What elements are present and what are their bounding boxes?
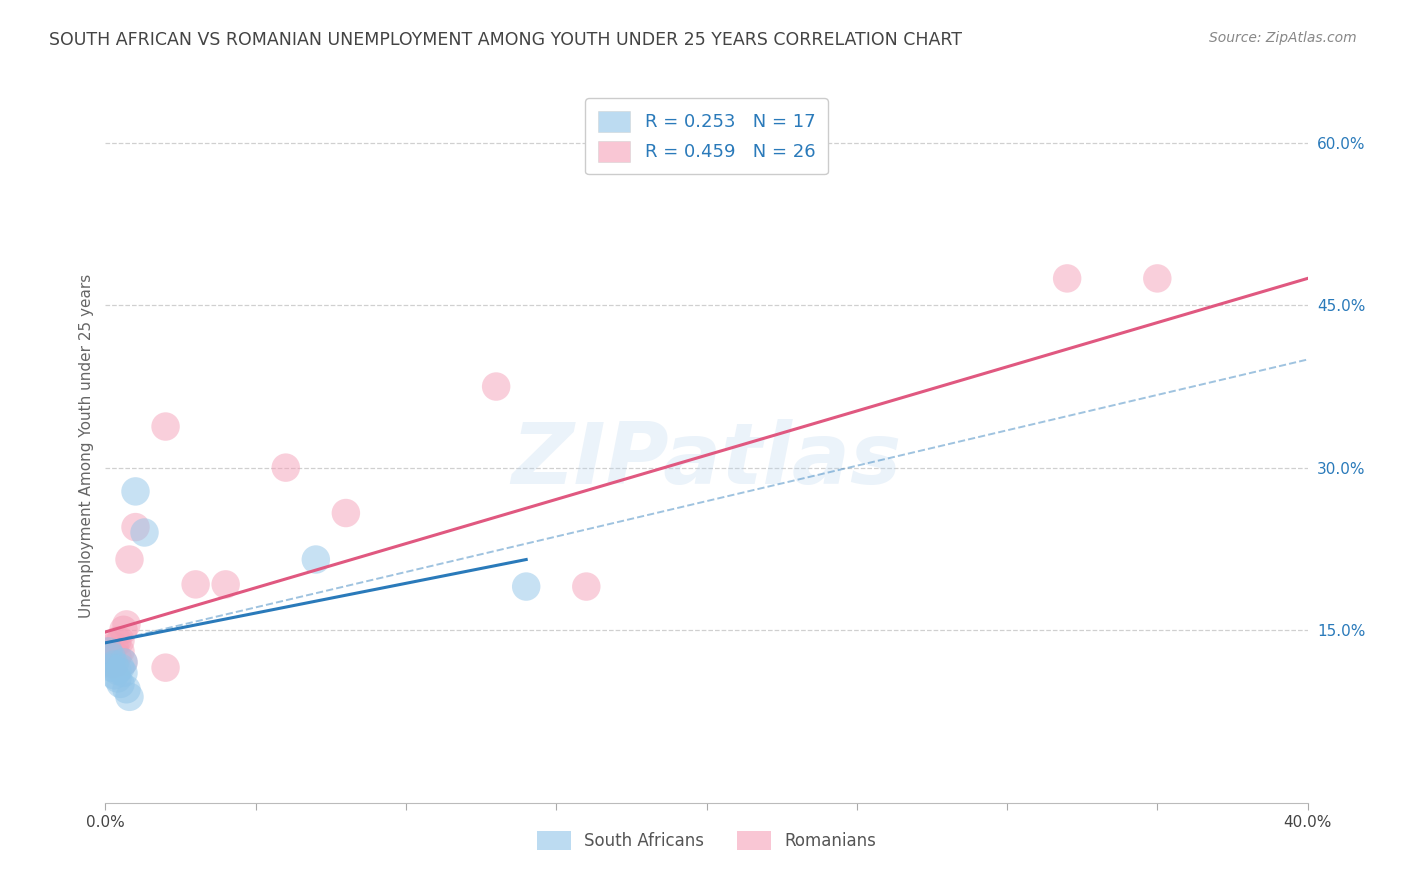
Point	[155, 660, 177, 674]
Point	[100, 657, 122, 672]
Point	[124, 484, 146, 499]
Point	[103, 657, 125, 672]
Point	[110, 644, 132, 658]
Point	[107, 649, 129, 664]
Point	[110, 660, 132, 674]
Point	[575, 580, 598, 594]
Legend: South Africans, Romanians: South Africans, Romanians	[529, 822, 884, 859]
Point	[100, 649, 122, 664]
Point	[100, 649, 122, 664]
Point	[110, 633, 132, 648]
Point	[97, 644, 120, 658]
Point	[107, 672, 129, 686]
Text: ZIPatlas: ZIPatlas	[512, 418, 901, 502]
Point	[107, 664, 129, 678]
Point	[112, 666, 135, 681]
Point	[112, 655, 135, 669]
Point	[124, 520, 146, 534]
Point	[305, 552, 328, 566]
Point	[485, 379, 508, 393]
Point	[696, 120, 718, 134]
Point	[100, 660, 122, 674]
Point	[103, 668, 125, 682]
Point	[97, 644, 120, 658]
Point	[112, 655, 135, 669]
Point	[115, 682, 138, 697]
Point	[1056, 271, 1078, 285]
Y-axis label: Unemployment Among Youth under 25 years: Unemployment Among Youth under 25 years	[79, 274, 94, 618]
Point	[155, 419, 177, 434]
Point	[97, 655, 120, 669]
Text: SOUTH AFRICAN VS ROMANIAN UNEMPLOYMENT AMONG YOUTH UNDER 25 YEARS CORRELATION CH: SOUTH AFRICAN VS ROMANIAN UNEMPLOYMENT A…	[49, 31, 962, 49]
Point	[110, 677, 132, 691]
Point	[115, 617, 138, 632]
Point	[184, 577, 207, 591]
Point	[214, 577, 236, 591]
Point	[118, 552, 141, 566]
Point	[335, 506, 357, 520]
Point	[118, 690, 141, 704]
Text: Source: ZipAtlas.com: Source: ZipAtlas.com	[1209, 31, 1357, 45]
Point	[112, 623, 135, 637]
Point	[103, 639, 125, 653]
Point	[107, 633, 129, 648]
Point	[274, 460, 297, 475]
Point	[515, 580, 537, 594]
Point	[134, 525, 156, 540]
Point	[1146, 271, 1168, 285]
Point	[103, 657, 125, 672]
